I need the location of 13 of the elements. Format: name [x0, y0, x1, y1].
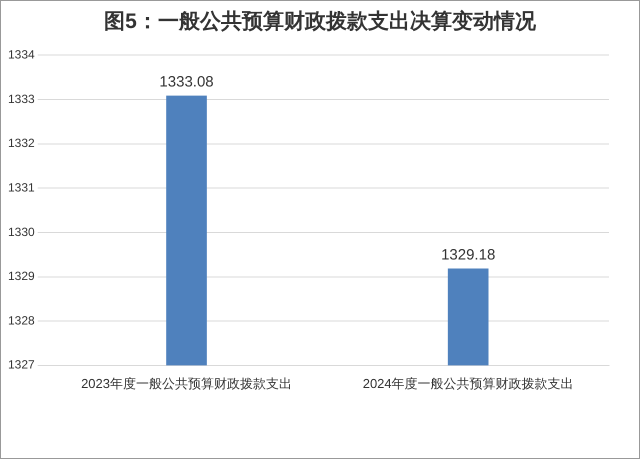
y-tick-label: 1334 — [8, 48, 36, 62]
y-tick-label: 1332 — [8, 136, 36, 150]
x-tick-label: 2024年度一般公共预算财政拨款支出 — [362, 376, 574, 391]
y-tick-label: 1333 — [8, 92, 36, 106]
data-label: 1329.18 — [441, 246, 496, 264]
y-tick-label: 1327 — [8, 358, 36, 372]
y-tick-label: 1328 — [8, 313, 36, 328]
y-tick-label: 1329 — [8, 269, 36, 284]
chart-title: 图5：一般公共预算财政拨款支出决算变动情况 — [103, 8, 537, 35]
y-tick-label: 1330 — [8, 224, 36, 239]
data-label: 1333.08 — [159, 74, 214, 91]
y-tick-label: 1331 — [8, 180, 36, 194]
x-tick-label: 2023年度一般公共预算财政拨款支出 — [81, 376, 292, 391]
